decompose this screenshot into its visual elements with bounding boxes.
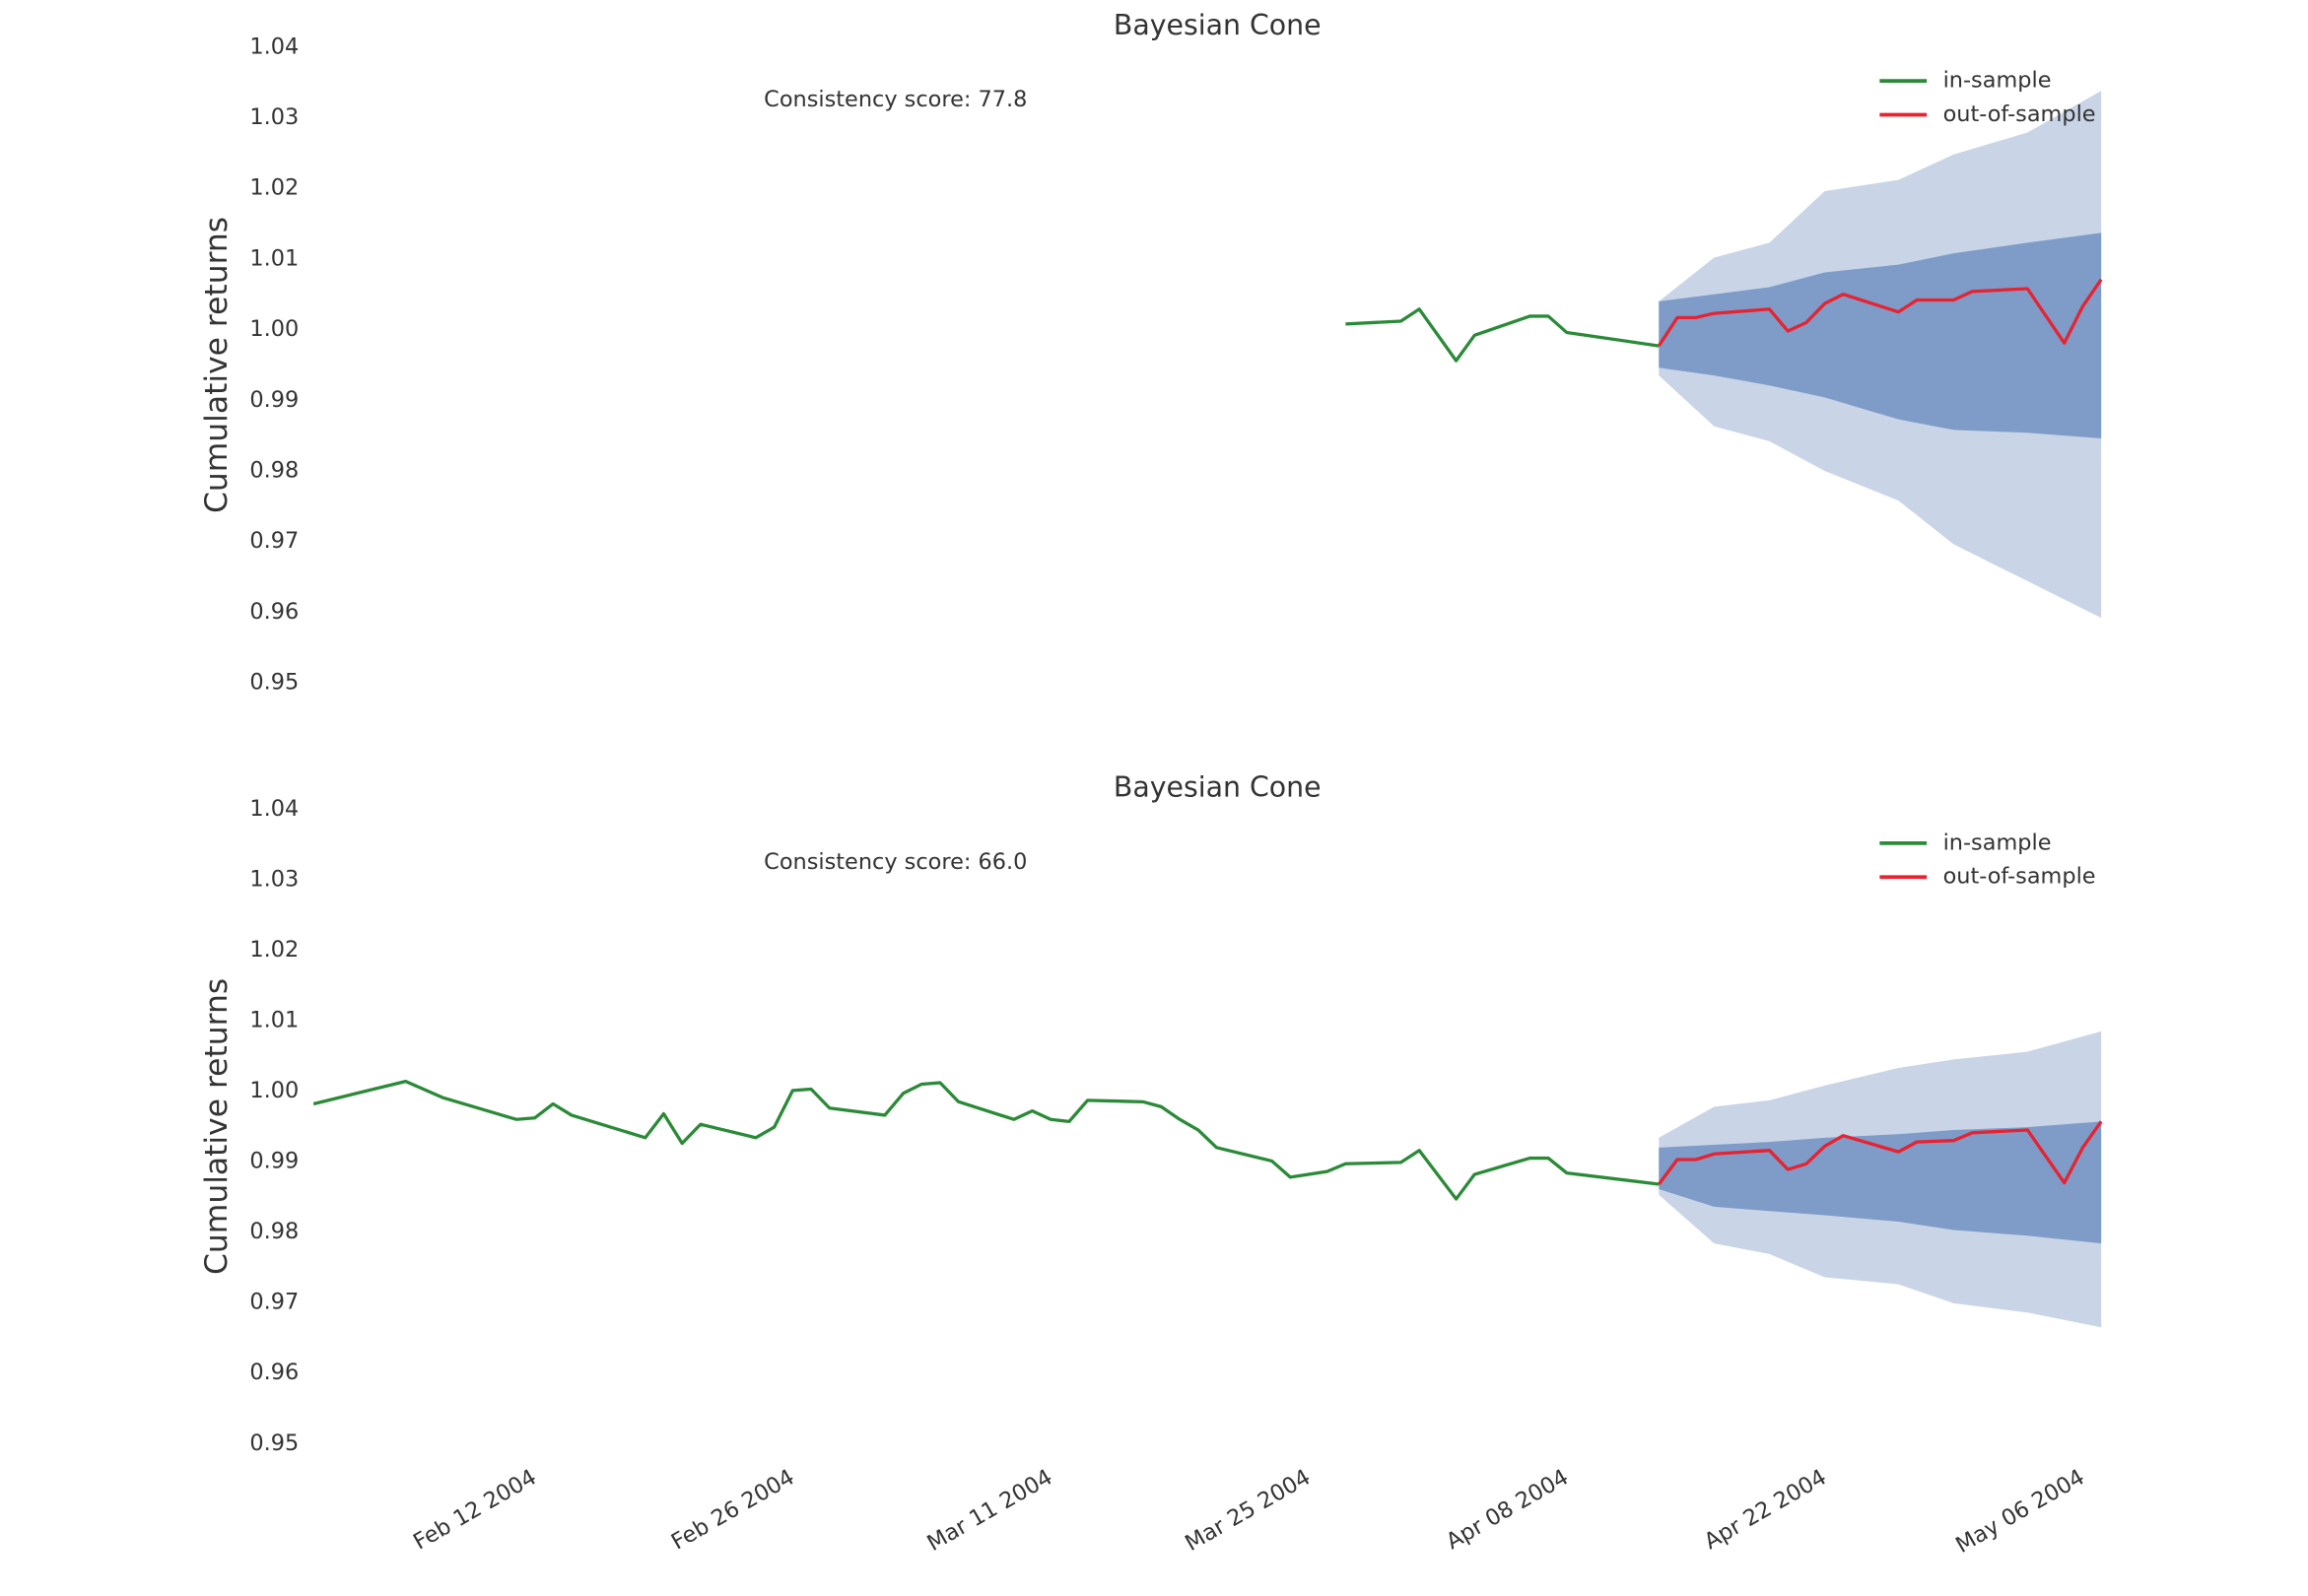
y-tick-label: 0.99 bbox=[249, 1149, 299, 1174]
cone-band bbox=[1659, 233, 2102, 438]
y-tick-label: 0.95 bbox=[249, 1430, 299, 1456]
y-tick-label: 1.01 bbox=[249, 245, 299, 271]
x-tick-label: Mar 25 2004 bbox=[1181, 1464, 1315, 1557]
x-tick-label: Apr 08 2004 bbox=[1442, 1464, 1573, 1555]
x-tick-label: Apr 22 2004 bbox=[1700, 1464, 1831, 1555]
series-line bbox=[1657, 1120, 2103, 1186]
legend-label: out-of-sample bbox=[1943, 864, 2096, 890]
annotation: Consistency score: 66.0 bbox=[764, 849, 1027, 875]
y-tick-label: 1.04 bbox=[249, 33, 299, 59]
y-tick-label: 1.03 bbox=[249, 104, 299, 130]
y-tick-label: 0.95 bbox=[249, 670, 299, 696]
x-tick-label: Feb 12 2004 bbox=[409, 1464, 541, 1555]
series-line bbox=[1657, 278, 2103, 347]
legend-label: in-sample bbox=[1943, 68, 2052, 94]
y-tick-label: 1.02 bbox=[249, 175, 299, 201]
chart-title: Bayesian Cone bbox=[1114, 771, 1322, 804]
y-tick-label: 0.96 bbox=[249, 1360, 299, 1385]
series-line bbox=[312, 1079, 1660, 1201]
legend-label: out-of-sample bbox=[1943, 101, 2096, 127]
x-tick-label: Mar 11 2004 bbox=[922, 1464, 1056, 1557]
x-tick-label: May 06 2004 bbox=[1951, 1464, 2088, 1559]
chart-title: Bayesian Cone bbox=[1114, 9, 1322, 41]
y-tick-label: 0.98 bbox=[249, 1219, 299, 1244]
y-tick-label: 1.01 bbox=[249, 1008, 299, 1033]
series-line bbox=[1345, 307, 1660, 363]
x-tick-label: Feb 26 2004 bbox=[667, 1464, 799, 1555]
y-tick-label: 0.96 bbox=[249, 599, 299, 625]
y-tick-label: 1.02 bbox=[249, 937, 299, 963]
y-tick-label: 1.00 bbox=[249, 316, 299, 342]
legend-label: in-sample bbox=[1943, 830, 2052, 855]
y-tick-label: 0.99 bbox=[249, 387, 299, 413]
annotation: Consistency score: 77.8 bbox=[764, 87, 1027, 112]
y-tick-label: 0.97 bbox=[249, 1290, 299, 1315]
y-tick-label: 0.97 bbox=[249, 528, 299, 554]
y-tick-label: 1.00 bbox=[249, 1078, 299, 1103]
y-axis-label: Cumulative returns bbox=[199, 978, 235, 1275]
y-tick-label: 1.04 bbox=[249, 796, 299, 822]
y-tick-label: 1.03 bbox=[249, 867, 299, 893]
y-tick-label: 0.98 bbox=[249, 457, 299, 483]
y-axis-label: Cumulative returns bbox=[199, 217, 235, 513]
